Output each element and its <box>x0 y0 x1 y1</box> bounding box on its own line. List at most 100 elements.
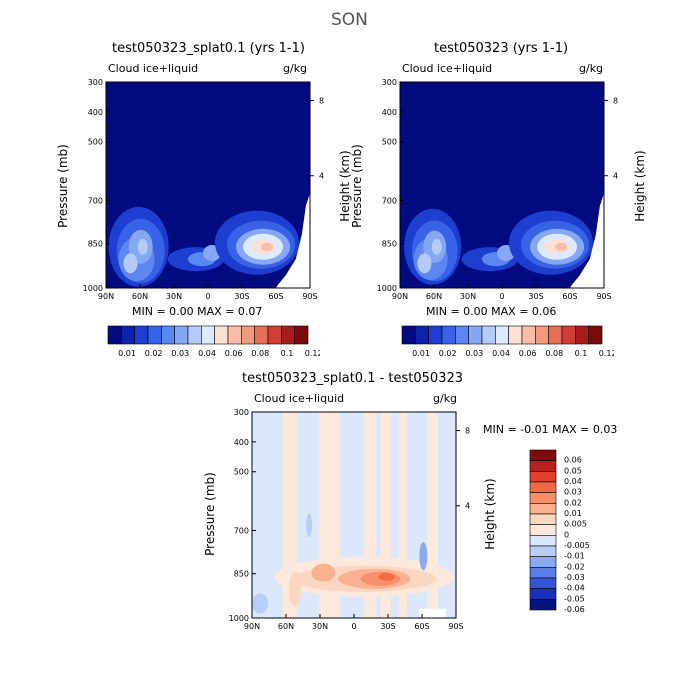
colorbar-swatch <box>529 449 557 461</box>
colorbar-swatch <box>529 545 557 557</box>
colorbar-swatch <box>588 325 603 345</box>
panel-2-title: test050323 (yrs 1-1) <box>434 41 569 56</box>
x-tick-label: 60S <box>268 292 283 301</box>
x-tick-label: 30N <box>312 622 328 631</box>
colorbar-label: 0.02 <box>439 349 457 358</box>
x-tick-label: 90N <box>244 622 260 631</box>
y-tick-label: 1000 <box>377 284 397 293</box>
season-title: SON <box>331 10 368 30</box>
y-right-tick-label: 4 <box>613 172 618 181</box>
colorbar-swatch <box>241 325 255 345</box>
colorbar-label: 0.03 <box>564 488 582 497</box>
colorbar-label: 0.01 <box>118 349 136 358</box>
x-tick-label: 60S <box>414 622 429 631</box>
colorbar-label: 0.04 <box>492 349 510 358</box>
colorbar-label: -0.03 <box>564 573 585 582</box>
y-tick-label: 500 <box>88 138 103 147</box>
diff-neg-1 <box>252 593 269 614</box>
colorbar-label: 0 <box>564 530 569 539</box>
panel-3-plot: 90N 60N 30N 0 30S 60S 90S 300 400 500 700 850 1000 8 4 <box>229 408 470 631</box>
contour-sh-6 <box>555 242 568 251</box>
diff-streak-5 <box>398 412 408 618</box>
diff-streak-4 <box>380 412 391 618</box>
colorbar-label: 0.06 <box>225 349 243 358</box>
diff-streak-6 <box>427 412 438 618</box>
y-tick-label: 700 <box>88 196 103 205</box>
x-tick-label: 30S <box>528 292 543 301</box>
diff-nh-1 <box>311 563 336 582</box>
axes: 90N 60N 30N 0 30S 60S 90S 300 400 500 700 850 1000 8 4 <box>377 78 618 301</box>
colorbar-swatch <box>187 325 202 345</box>
y-tick-label: 300 <box>88 78 103 87</box>
x-tick-label: 60N <box>426 292 442 301</box>
colorbar-swatch <box>535 325 549 345</box>
panel-2-stats: MIN = 0.00 MAX = 0.06 <box>426 305 557 318</box>
contour-nh-6 <box>431 238 442 255</box>
x-tick-label: 0 <box>205 292 210 301</box>
colorbar-label: -0.01 <box>564 552 585 561</box>
colorbar-swatch <box>529 599 557 611</box>
colorbar-swatch <box>575 325 589 345</box>
colorbar-label: 0.01 <box>412 349 430 358</box>
diff-band-5 <box>378 572 395 581</box>
panel-3-ylabel-right: Height (km) <box>483 478 497 550</box>
y-tick-label: 850 <box>382 240 397 249</box>
colorbar-label: 0.02 <box>145 349 163 358</box>
colorbar-swatch <box>281 325 295 345</box>
colorbar-swatch <box>161 325 175 345</box>
colorbar-swatch <box>428 325 443 345</box>
colorbar-label: -0.05 <box>564 594 585 603</box>
y-tick-label: 850 <box>234 570 249 579</box>
panel-1-colorbar: 0.01 0.02 0.03 0.04 0.06 0.08 0.1 0.12 <box>107 325 320 358</box>
y-tick-label: 500 <box>234 468 249 477</box>
colorbar-label: 0.02 <box>564 498 582 507</box>
y-tick-label: 1000 <box>83 284 103 293</box>
x-tick-label: 60S <box>562 292 577 301</box>
x-tick-label: 60N <box>278 622 294 631</box>
colorbar-swatch <box>495 325 509 345</box>
colorbar-label: 0.06 <box>564 456 582 465</box>
colorbar-label: 0.12 <box>599 349 614 358</box>
x-tick-label: 90S <box>302 292 317 301</box>
diff-neg-2 <box>419 542 428 571</box>
colorbar-swatch <box>227 325 242 345</box>
x-tick-label: 90N <box>98 292 114 301</box>
colorbar-label: -0.06 <box>564 605 585 614</box>
x-tick-label: 0 <box>499 292 504 301</box>
panel-1-plot: 90N 60N 30N 0 30S 60S 90S 300 400 500 700 850 1000 8 4 <box>83 78 324 301</box>
colorbar-label: 0.01 <box>564 509 582 518</box>
colorbar-label: 0.03 <box>465 349 483 358</box>
missing-data <box>275 193 310 288</box>
colorbar-swatch <box>174 325 189 345</box>
y-tick-label: 300 <box>234 408 249 417</box>
panel-2-field-label: Cloud ice+liquid <box>402 62 493 75</box>
colorbar-label: 0.1 <box>575 349 588 358</box>
panel-2-units-label: g/kg <box>579 62 604 75</box>
colorbar-swatch <box>201 325 215 345</box>
plot-field <box>400 82 604 288</box>
colorbar-swatch <box>561 325 576 345</box>
colorbar-swatch <box>548 325 563 345</box>
x-tick-label: 30N <box>166 292 182 301</box>
colorbar-swatch <box>529 492 557 504</box>
panel-3-field-label: Cloud ice+liquid <box>254 392 345 405</box>
plot-field <box>252 412 456 618</box>
x-tick-label: 30S <box>380 622 395 631</box>
colorbar-label: -0.04 <box>564 584 585 593</box>
panel-1-field-label: Cloud ice+liquid <box>108 62 199 75</box>
x-tick-label: 30S <box>234 292 249 301</box>
colorbar-label: -0.005 <box>564 541 590 550</box>
x-tick-label: 0 <box>351 622 356 631</box>
colorbar-swatch <box>254 325 269 345</box>
colorbar-label: 0.1 <box>281 349 294 358</box>
colorbar-label: 0.005 <box>564 520 587 529</box>
colorbar-swatch <box>529 556 557 568</box>
panel-1-title: test050323_splat0.1 (yrs 1-1) <box>112 41 305 56</box>
panel-3-title: test050323_splat0.1 - test050323 <box>242 371 464 386</box>
colorbar-swatch <box>441 325 456 345</box>
colorbar-label: 0.05 <box>564 466 582 475</box>
panel-2-ylabel-right: Height (km) <box>633 150 647 222</box>
contour-nh-5 <box>417 253 432 274</box>
colorbar-label: 0.04 <box>198 349 216 358</box>
